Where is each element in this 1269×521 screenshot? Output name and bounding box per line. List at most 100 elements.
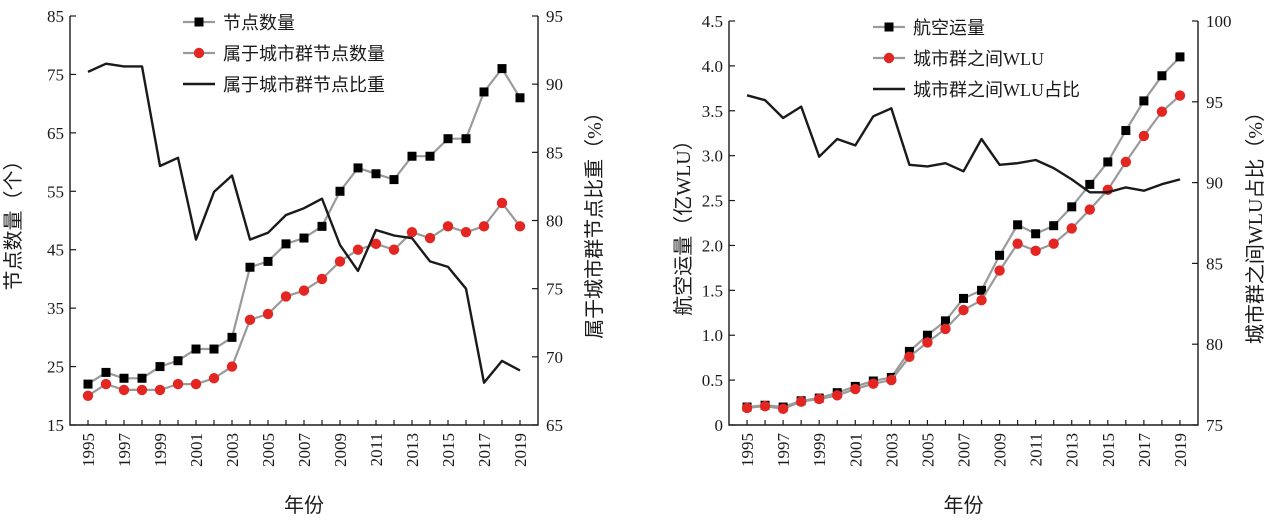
legend-label: 节点数量: [223, 13, 295, 33]
series-line: [746, 94, 1181, 410]
data-point-circle: [118, 384, 130, 396]
data-point-square: [155, 362, 165, 372]
y-right-tick-label: 95: [546, 7, 563, 26]
legend-label: 航空运量: [913, 18, 985, 38]
data-point-circle: [777, 403, 789, 415]
data-point-square: [425, 151, 435, 161]
data-point-circle: [478, 221, 490, 232]
data-point-square: [245, 262, 255, 272]
y-left-tick-label: 25: [47, 358, 64, 377]
y-left-tick-label: 45: [47, 241, 64, 260]
x-tick-label: 2017: [1135, 433, 1154, 468]
x-tick-label: 2001: [846, 433, 865, 467]
x-tick-label: 2005: [918, 433, 937, 467]
data-point-circle: [1066, 223, 1077, 234]
x-tick-label: 2003: [882, 433, 901, 467]
data-point-circle: [460, 226, 472, 238]
series-line: [87, 66, 521, 386]
data-point-square: [1103, 157, 1113, 167]
data-point-circle: [496, 197, 508, 209]
y-right-tick-label: 100: [1206, 12, 1232, 31]
data-point-circle: [940, 323, 951, 335]
data-point-circle: [741, 402, 753, 414]
data-point-circle: [172, 378, 184, 390]
series-1: [742, 52, 1185, 412]
x-tick-label: 2011: [1027, 433, 1046, 466]
y-right-tick-label: 75: [546, 280, 563, 299]
y-right-tick-label: 90: [546, 75, 563, 94]
data-point-circle: [406, 226, 418, 238]
y-left-tick-label: 4.0: [702, 57, 723, 76]
x-tick-label: 2001: [187, 433, 206, 467]
data-point-circle: [1030, 245, 1041, 257]
data-point-square: [209, 344, 219, 354]
data-point-square: [191, 344, 201, 354]
legend-label: 城市群之间WLU: [913, 49, 1044, 69]
data-point-square: [227, 332, 237, 342]
data-point-square: [1139, 96, 1149, 106]
y-left-tick-label: 35: [47, 299, 64, 318]
data-point-circle: [262, 308, 274, 320]
x-tick-label: 2009: [991, 433, 1010, 467]
data-point-square: [407, 151, 417, 161]
data-point-circle: [1084, 204, 1095, 215]
data-point-square: [173, 356, 183, 366]
x-tick-label: 1995: [738, 433, 757, 467]
x-tick-label: 1997: [774, 433, 793, 468]
x-tick-label: 2003: [223, 433, 242, 467]
series-line: [87, 201, 521, 397]
data-point-square: [137, 373, 147, 383]
x-tick-label: 1999: [810, 433, 829, 467]
data-point-circle: [388, 244, 400, 255]
legend-marker-circle: [883, 52, 895, 64]
data-point-circle: [759, 400, 771, 412]
y-right-tick-label: 65: [546, 416, 563, 435]
y-left-tick-label: 0.5: [702, 371, 723, 390]
y-left-tick-label: 1.5: [702, 281, 723, 300]
data-point-circle: [154, 384, 166, 396]
data-point-square: [353, 163, 363, 173]
data-point-circle: [922, 337, 933, 348]
data-point-square: [904, 346, 914, 356]
series-line: [746, 94, 1181, 194]
y-left-axis-label: 节点数量（个）: [2, 151, 25, 291]
y-right-tick-label: 80: [546, 212, 563, 231]
data-point-circle: [82, 390, 94, 401]
y-right-tick-label: 80: [1206, 335, 1223, 354]
data-point-circle: [904, 351, 915, 362]
legend-marker-square: [194, 17, 204, 27]
y-right-tick-label: 75: [1206, 416, 1223, 435]
x-tick-label: 2007: [955, 433, 974, 468]
data-point-circle: [813, 393, 825, 405]
data-point-square: [1175, 52, 1185, 62]
data-point-circle: [442, 221, 454, 232]
data-point-square: [389, 175, 399, 185]
series-3: [87, 62, 521, 384]
series-2: [82, 197, 526, 401]
data-point-circle: [244, 314, 256, 326]
x-tick-label: 1997: [115, 433, 134, 468]
data-point-circle: [100, 378, 112, 390]
y-right-tick-label: 85: [546, 143, 563, 162]
data-point-circle: [316, 273, 328, 285]
x-tick-label: 2007: [295, 433, 314, 468]
y-left-tick-label: 2.0: [702, 236, 723, 255]
data-point-circle: [958, 304, 969, 316]
data-point-circle: [976, 295, 987, 306]
data-point-square: [977, 285, 987, 295]
data-point-circle: [352, 244, 364, 255]
data-point-square: [959, 293, 968, 303]
data-point-square: [515, 93, 525, 103]
x-tick-label: 2017: [475, 433, 494, 468]
data-point-square: [83, 379, 93, 389]
series-3: [746, 94, 1181, 194]
y-right-axis-label: 城市群之间WLU占比（%）: [1244, 102, 1267, 344]
data-point-circle: [514, 221, 526, 232]
data-point-circle: [208, 373, 220, 384]
data-point-circle: [298, 285, 310, 296]
x-tick-label: 2019: [1171, 433, 1190, 467]
data-point-square: [101, 367, 111, 377]
